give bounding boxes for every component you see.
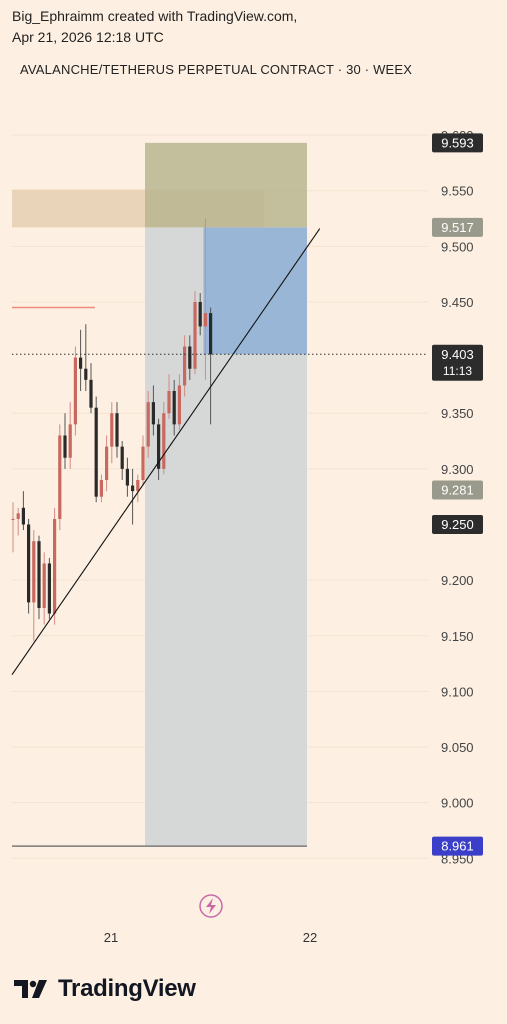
price-label: 9.250 <box>441 517 474 532</box>
candle-body[interactable] <box>94 407 98 497</box>
price-label-box <box>432 217 483 237</box>
candle-body[interactable] <box>21 507 25 525</box>
price-label: 9.281 <box>441 483 474 498</box>
candle-body[interactable] <box>99 480 103 497</box>
logo-text: TradingView <box>58 975 196 1002</box>
candle-body[interactable] <box>115 413 119 447</box>
candle-body[interactable] <box>203 313 207 327</box>
candle-body[interactable] <box>162 413 166 469</box>
candle-body[interactable] <box>79 357 83 369</box>
y-tick-label: 9.450 <box>441 295 474 310</box>
tradingview-logo-icon <box>14 980 47 998</box>
y-tick-label: 9.200 <box>441 573 474 588</box>
x-tick-label: 21 <box>104 930 118 945</box>
flash-icon[interactable] <box>199 894 223 918</box>
candle-body[interactable] <box>167 390 171 414</box>
candle-body[interactable] <box>120 446 124 469</box>
candle-body[interactable] <box>68 424 72 458</box>
candle-body[interactable] <box>32 541 36 603</box>
y-tick-label: 9.550 <box>441 184 474 199</box>
candle-body[interactable] <box>73 357 77 425</box>
candle-body[interactable] <box>27 524 31 603</box>
timestamp-line: Apr 21, 2026 12:18 UTC <box>12 29 164 45</box>
candle-body[interactable] <box>136 480 140 492</box>
price-label-box <box>432 836 483 856</box>
candle-body[interactable] <box>125 468 129 486</box>
candle-body[interactable] <box>89 379 93 408</box>
price-label: 8.961 <box>441 839 474 854</box>
candle-body[interactable] <box>110 413 114 447</box>
candle-body[interactable] <box>53 518 57 614</box>
candle-body[interactable] <box>177 385 181 425</box>
candle-body[interactable] <box>37 541 41 608</box>
candle-body[interactable] <box>146 402 150 447</box>
candle-body[interactable] <box>151 402 155 425</box>
candle-body[interactable] <box>172 390 176 425</box>
price-label: 9.517 <box>441 220 474 235</box>
candle-body[interactable] <box>105 446 109 480</box>
x-tick-label: 22 <box>303 930 317 945</box>
candle-body[interactable] <box>16 513 20 519</box>
price-label-box <box>432 344 483 381</box>
candle-body[interactable] <box>42 563 46 608</box>
candle-body[interactable] <box>141 446 145 480</box>
y-tick-label: 9.350 <box>441 406 474 421</box>
author-line: Big_Ephraimm created with TradingView.co… <box>12 8 298 24</box>
candle-body[interactable] <box>131 485 135 492</box>
y-tick-label: 9.150 <box>441 629 474 644</box>
candle-body[interactable] <box>198 301 202 327</box>
candle-body[interactable] <box>188 346 192 369</box>
price-label: 9.403 <box>441 347 474 362</box>
candle-body[interactable] <box>183 346 187 386</box>
candle-body[interactable] <box>58 435 62 519</box>
y-tick-label: 9.500 <box>441 239 474 254</box>
target-zone[interactable] <box>145 142 307 228</box>
candle-body[interactable] <box>84 368 88 380</box>
price-chart[interactable]: 9.6009.5509.5009.4509.3509.3009.2009.150… <box>0 0 507 960</box>
candle-body[interactable] <box>47 563 51 614</box>
y-tick-label: 9.300 <box>441 462 474 477</box>
candle-body[interactable] <box>63 435 67 458</box>
countdown-label: 11:13 <box>443 364 472 378</box>
candle-body[interactable] <box>11 518 15 520</box>
candle-body[interactable] <box>157 424 161 469</box>
position-fill <box>203 227 307 355</box>
chart-title: AVALANCHE/TETHERUS PERPETUAL CONTRACT · … <box>20 62 413 77</box>
trendline[interactable] <box>11 228 321 676</box>
tradingview-logo: TradingView <box>14 975 196 1003</box>
candle-body[interactable] <box>193 301 197 369</box>
candle-body[interactable] <box>209 313 213 355</box>
y-tick-label: 9.050 <box>441 740 474 755</box>
price-label-box <box>432 480 483 500</box>
y-tick-label: 9.000 <box>441 796 474 811</box>
price-label-box <box>432 515 483 535</box>
price-label: 9.593 <box>441 135 474 150</box>
y-tick-label: 9.100 <box>441 684 474 699</box>
price-label-box <box>432 133 483 153</box>
